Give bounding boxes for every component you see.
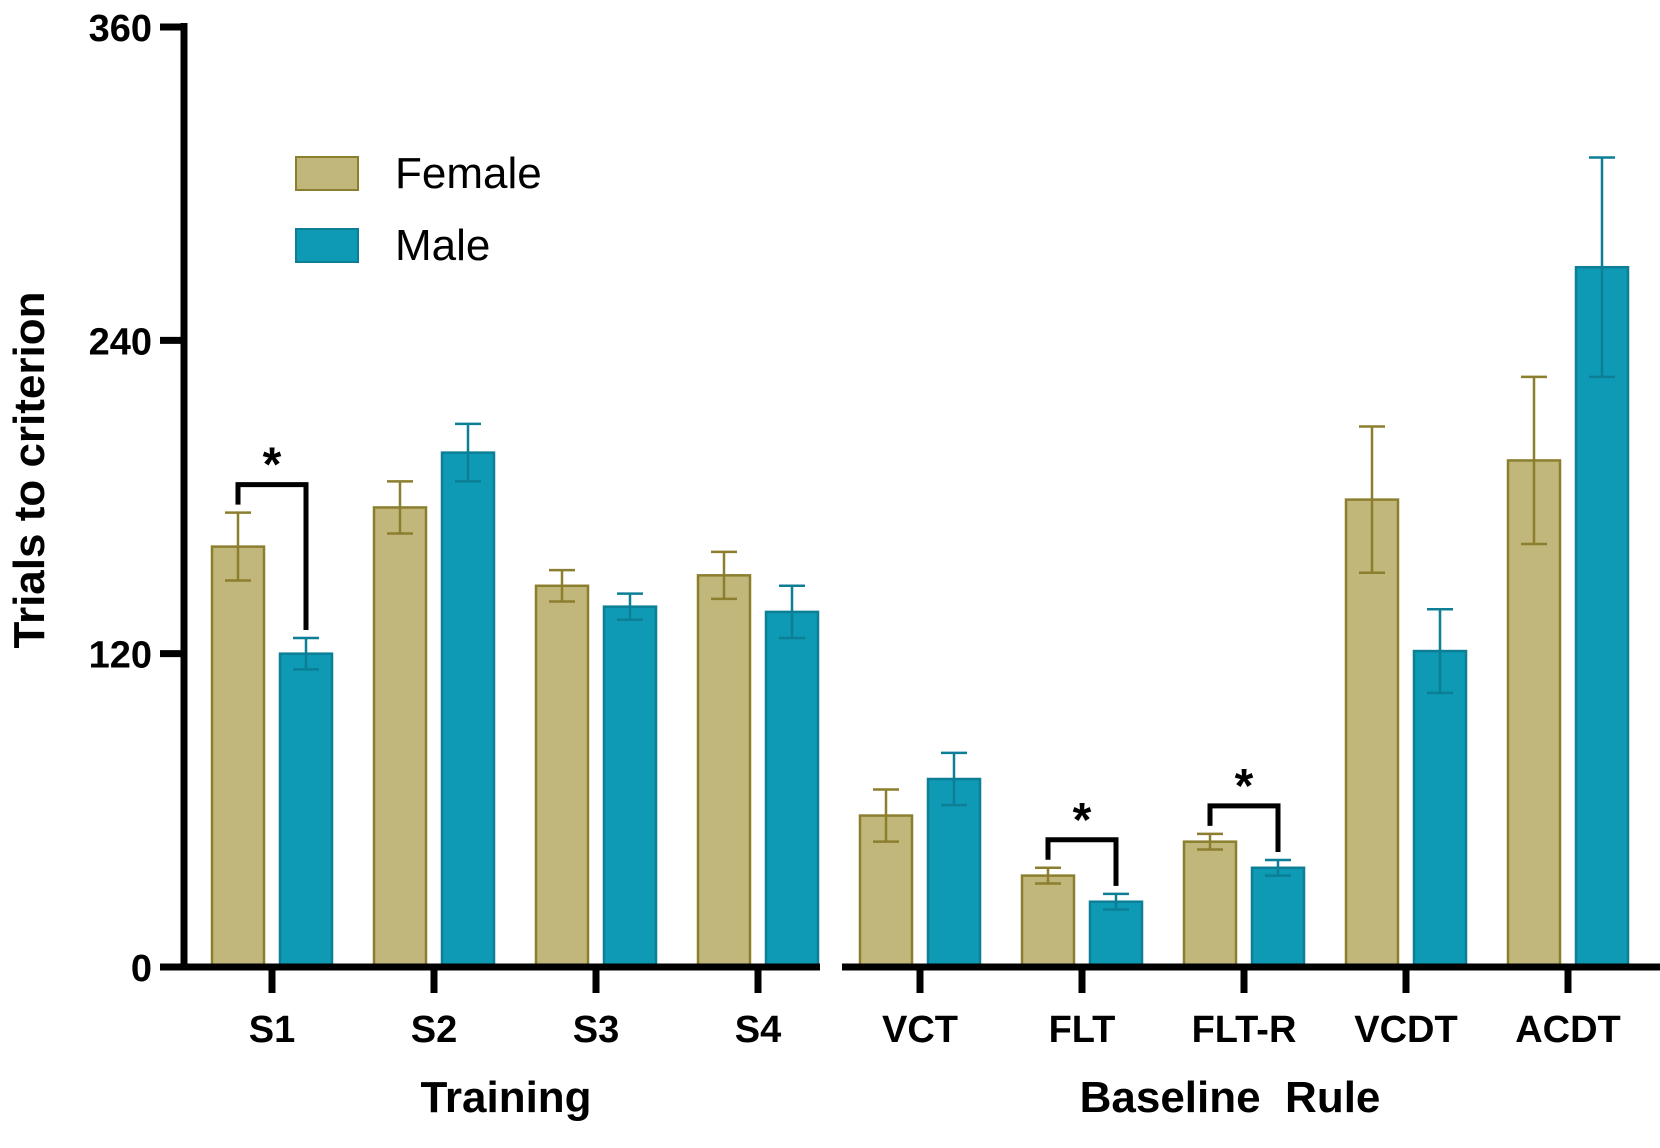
category-label-flt-r: FLT-R (1192, 1009, 1297, 1051)
category-label-s3: S3 (573, 1009, 619, 1051)
bar-female-s2 (372, 506, 428, 969)
bar-female-flt-r (1182, 840, 1238, 969)
category-label-s4: S4 (735, 1009, 781, 1051)
legend-swatch-male (295, 228, 359, 263)
y-tick-label-120: 120 (89, 635, 152, 677)
y-axis-title: Trials to criterion (5, 292, 54, 649)
y-tick-label-360: 360 (89, 8, 152, 50)
group-label-training: Training (420, 1073, 591, 1122)
bar-male-s1 (278, 652, 334, 969)
significance-star-flt-r: * (1235, 760, 1254, 813)
significance-bracket-flt-r (1207, 803, 1281, 852)
significance-star-flt: * (1073, 794, 1092, 847)
bar-female-s1 (210, 545, 266, 969)
y-tick-label-0: 0 (131, 948, 152, 990)
category-label-vct: VCT (882, 1009, 958, 1051)
bar-male-acdt (1574, 265, 1630, 969)
bar-male-s4 (764, 610, 820, 969)
bar-female-vcdt (1344, 498, 1400, 969)
bar-male-vcdt (1412, 649, 1468, 969)
category-label-s2: S2 (411, 1009, 457, 1051)
significance-bracket-flt (1045, 837, 1119, 886)
bars-layer (210, 265, 1630, 969)
legend-label-female: Female (395, 149, 542, 198)
category-label-s1: S1 (249, 1009, 295, 1051)
group-label-baseline-rule: Baseline Rule (1080, 1073, 1381, 1122)
legend-label-male: Male (395, 221, 490, 270)
y-tick-label-240: 240 (89, 321, 152, 363)
axes-layer: 0 120 240 360 S1 S2 S3 S4 VCT FLT FLT-R VCDT ACDT (89, 8, 1660, 1051)
error-bars-layer (225, 156, 1615, 911)
significance-layer: * * * (235, 439, 1281, 886)
bar-female-flt (1020, 874, 1076, 969)
category-label-acdt: ACDT (1515, 1009, 1621, 1051)
significance-star-s1: * (263, 439, 282, 492)
bar-male-s3 (602, 605, 658, 969)
bar-male-flt (1088, 900, 1144, 969)
category-label-flt: FLT (1049, 1009, 1116, 1051)
bar-male-flt-r (1250, 866, 1306, 969)
bar-female-s3 (534, 584, 590, 969)
bar-female-s4 (696, 574, 752, 969)
category-label-vcdt: VCDT (1354, 1009, 1457, 1051)
bar-male-s2 (440, 451, 496, 969)
significance-bracket-s1 (235, 482, 309, 630)
legend-swatch-female (295, 156, 359, 191)
bar-male-vct (926, 777, 982, 969)
legend: Female Male (295, 149, 542, 270)
